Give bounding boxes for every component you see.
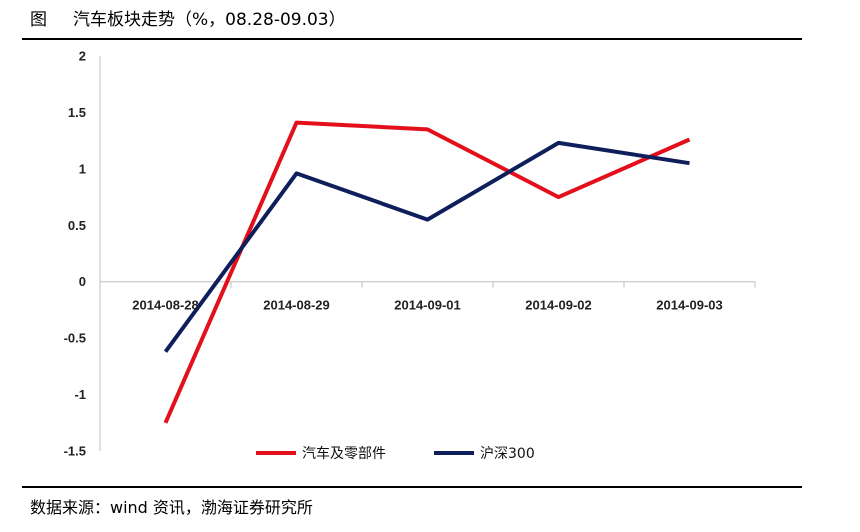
y-tick-label: 2 [79, 49, 86, 64]
x-tick-label: 2014-09-03 [656, 298, 723, 313]
y-tick-label: -1 [74, 387, 86, 402]
y-tick-label: 0.5 [68, 218, 86, 233]
y-tick-label: -1.5 [64, 444, 86, 459]
chart-legend: 汽车及零部件 沪深300 [256, 445, 535, 462]
legend-label: 沪深300 [480, 446, 535, 462]
top-rule [22, 38, 802, 40]
line-chart: 2014-08-28 2014-08-29 2014-09-01 2014-09-02… [64, 49, 756, 462]
y-tick-labels: 2 1.5 1 0.5 0 -0.5 -1 -1.5 [64, 49, 86, 459]
y-tick-label: -0.5 [64, 331, 86, 346]
data-source: 数据来源：wind 资讯，渤海证券研究所 [30, 498, 313, 517]
figure-title-text: 汽车板块走势（%，08.28-09.03） [73, 10, 346, 30]
figure-title: 图 汽车板块走势（%，08.28-09.03） [30, 8, 346, 32]
y-tick-label: 0 [79, 274, 86, 289]
x-tick-labels: 2014-08-28 2014-08-29 2014-09-01 2014-09-02… [132, 298, 723, 313]
chart-series [163, 120, 691, 424]
legend-label: 汽车及零部件 [302, 445, 386, 462]
chart-axes [99, 56, 756, 451]
y-tick-label: 1 [79, 161, 86, 176]
x-tick-label: 2014-09-01 [394, 298, 461, 313]
x-tick-label: 2014-09-02 [525, 298, 592, 313]
bottom-rule [22, 486, 802, 488]
y-tick-label: 1.5 [68, 105, 86, 120]
figure-label: 图 [30, 10, 47, 30]
x-tick-label: 2014-08-28 [132, 298, 199, 313]
series-line-auto-parts [163, 120, 691, 424]
x-tick-label: 2014-08-29 [263, 298, 330, 313]
